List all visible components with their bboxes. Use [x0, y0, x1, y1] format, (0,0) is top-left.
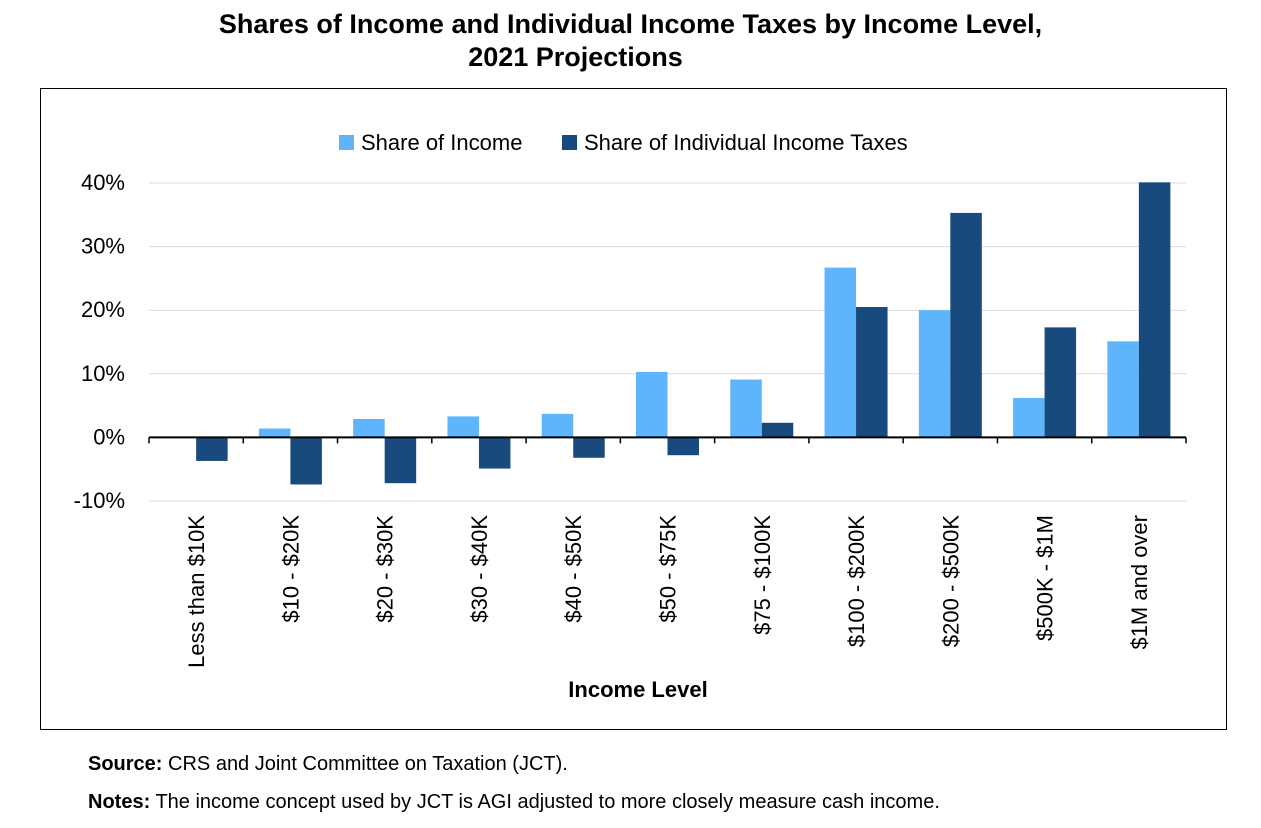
bar-share-of-income — [918, 310, 951, 438]
bar-share-of-income — [258, 428, 291, 438]
x-tick-label: Less than $10K — [184, 515, 209, 668]
y-tick-label: 40% — [81, 170, 125, 195]
bar-share-of-taxes — [950, 212, 982, 438]
source-text: CRS and Joint Committee on Taxation (JCT… — [168, 753, 568, 775]
bar-share-of-income — [1013, 397, 1045, 438]
bar-share-of-taxes — [384, 437, 417, 484]
bar-share-of-income — [730, 379, 762, 438]
y-tick-label: 10% — [81, 361, 125, 386]
x-tick-label: $200 - $500K — [938, 515, 963, 647]
chart-frame: -10% 0% 10% 20% 30% 40% Less than $10K $10 - $2… — [40, 88, 1227, 730]
bar-share-of-income — [1107, 341, 1139, 438]
x-tick-label: $500K - $1M — [1033, 515, 1058, 641]
bar-share-of-taxes — [478, 437, 511, 469]
legend-swatch-share-of-income — [339, 135, 354, 150]
x-tick-label: $10 - $20K — [278, 515, 303, 623]
bar-share-of-taxes — [1044, 327, 1077, 438]
x-tick-label: $50 - $75K — [656, 515, 681, 623]
x-tick-label: $1M and over — [1127, 515, 1152, 650]
x-tick-label: $40 - $50K — [561, 515, 586, 623]
x-tick-label: $30 - $40K — [467, 515, 492, 623]
notes-note: Notes: The income concept used by JCT is… — [88, 790, 940, 814]
y-tick-label: -10% — [74, 488, 125, 513]
y-tick-label: 20% — [81, 297, 125, 322]
legend-swatch-share-of-taxes — [562, 135, 577, 150]
chart-plot: -10% 0% 10% 20% 30% 40% Less than $10K $10 - $2… — [74, 130, 1187, 702]
source-label: Source: — [88, 753, 163, 775]
bar-share-of-taxes — [761, 422, 794, 438]
bar-share-of-taxes — [196, 437, 228, 461]
notes-text: The income concept used by JCT is AGI ad… — [155, 791, 940, 813]
bar-share-of-income — [541, 413, 574, 438]
y-tick-label: 0% — [93, 424, 125, 449]
bar-share-of-income — [636, 371, 668, 438]
title-line-1: Shares of Income and Individual Income T… — [218, 9, 1043, 39]
legend-label-share-of-income: Share of Income — [361, 130, 522, 155]
bar-share-of-taxes — [667, 437, 699, 456]
bar-share-of-income — [353, 418, 385, 438]
x-tick-label: $100 - $200K — [844, 515, 869, 647]
x-tick-label: $20 - $30K — [373, 515, 398, 623]
source-note: Source: CRS and Joint Committee on Taxat… — [88, 752, 568, 776]
bar-share-of-income — [824, 267, 857, 438]
bar-share-of-taxes — [1138, 182, 1171, 438]
bar-share-of-taxes — [290, 437, 322, 485]
x-tick-label: $75 - $100K — [750, 515, 775, 635]
notes-label: Notes: — [88, 791, 151, 813]
title-line-2: 2021 Projections — [468, 42, 683, 72]
bar-share-of-income — [447, 416, 479, 438]
y-tick-label: 30% — [81, 234, 125, 259]
x-axis-title: Income Level — [568, 677, 707, 702]
bar-share-of-taxes — [573, 437, 605, 458]
bar-share-of-taxes — [856, 307, 888, 438]
legend-label-share-of-taxes: Share of Individual Income Taxes — [584, 130, 908, 155]
chart-title: Shares of Income and Individual Income T… — [0, 8, 1261, 74]
